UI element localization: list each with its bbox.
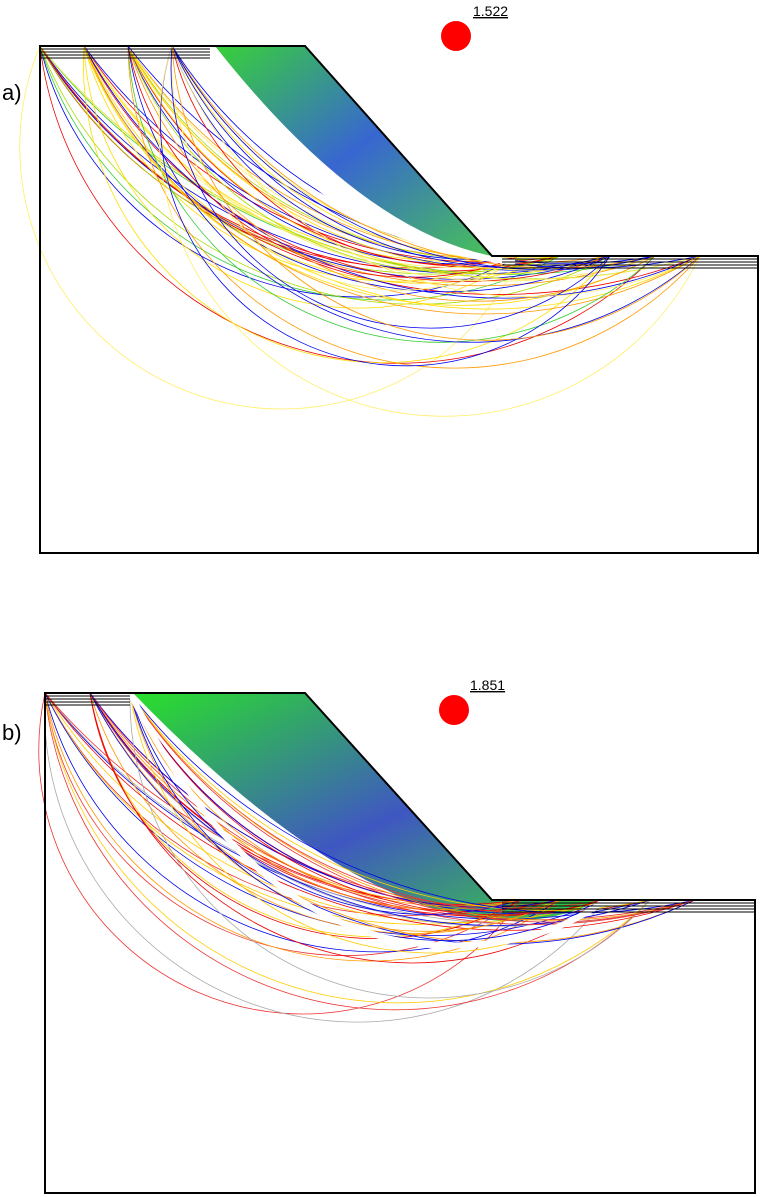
- slope-outline: [44, 692, 756, 1194]
- panel-b: [38, 691, 756, 1194]
- slip-surface: [44, 692, 561, 953]
- slip-surface: [39, 45, 656, 364]
- slip-surface: [127, 45, 521, 278]
- slip-surface: [44, 692, 606, 936]
- slip-surface: [19, 45, 521, 410]
- slip-surface: [39, 45, 561, 275]
- slip-surface: [83, 45, 701, 315]
- slip-surface: [129, 692, 651, 999]
- critical-wedge: [133, 693, 600, 921]
- slip-surface: [39, 45, 561, 301]
- slip-surface: [83, 45, 611, 282]
- slip-surface: [89, 692, 521, 938]
- slip-surface: [83, 45, 521, 309]
- slip-surface: [159, 45, 611, 367]
- slip-surface: [129, 692, 651, 911]
- slip-surface: [39, 45, 701, 280]
- slip-surface: [44, 692, 651, 1011]
- slip-surface: [171, 45, 701, 298]
- slip-surface: [171, 45, 521, 291]
- panel-label: a): [2, 80, 22, 105]
- slip-surface: [129, 692, 521, 910]
- slip-surface: [129, 692, 521, 915]
- slip-surface: [89, 692, 696, 944]
- critical-surface-gap: [127, 691, 607, 949]
- slip-surface: [39, 45, 611, 305]
- slip-surface: [83, 45, 701, 299]
- slip-surface: [127, 45, 701, 269]
- critical-center: [441, 21, 471, 51]
- slip-surface: [170, 45, 611, 329]
- slip-surface: [158, 45, 701, 417]
- slip-surface: [171, 45, 521, 265]
- slip-surface: [89, 692, 696, 925]
- slip-surface: [129, 692, 606, 916]
- critical-wedge: [215, 46, 492, 256]
- slip-surface: [127, 45, 701, 369]
- panel-a: [19, 44, 759, 554]
- slip-surface: [129, 692, 561, 932]
- slip-surface: [89, 692, 606, 964]
- slip-surface: [171, 45, 656, 269]
- slip-surface: [83, 45, 611, 364]
- slip-surface: [39, 45, 701, 295]
- slip-surface: [44, 692, 651, 1004]
- slope-outline: [39, 45, 759, 554]
- critical-surface-gap: [209, 44, 516, 265]
- slip-surface: [171, 45, 656, 271]
- slip-surface: [39, 45, 611, 275]
- slip-surface: [129, 692, 696, 923]
- slip-surface: [44, 692, 606, 1023]
- slip-surface: [129, 692, 696, 921]
- slip-surface: [171, 45, 701, 341]
- slip-surface: [89, 692, 696, 945]
- slip-surface: [39, 45, 521, 298]
- slip-surface: [83, 45, 701, 310]
- slip-surface: [127, 45, 656, 343]
- slip-surface: [83, 45, 656, 306]
- slip-surface: [171, 45, 521, 260]
- slip-surface: [44, 692, 696, 921]
- slip-surface: [44, 692, 521, 956]
- panel-label: b): [2, 720, 22, 745]
- factor-of-safety: 1.522: [473, 3, 508, 19]
- slip-surface: [44, 692, 696, 931]
- slip-surface: [127, 45, 561, 273]
- factor-of-safety: 1.851: [470, 677, 505, 693]
- critical-center: [439, 695, 469, 725]
